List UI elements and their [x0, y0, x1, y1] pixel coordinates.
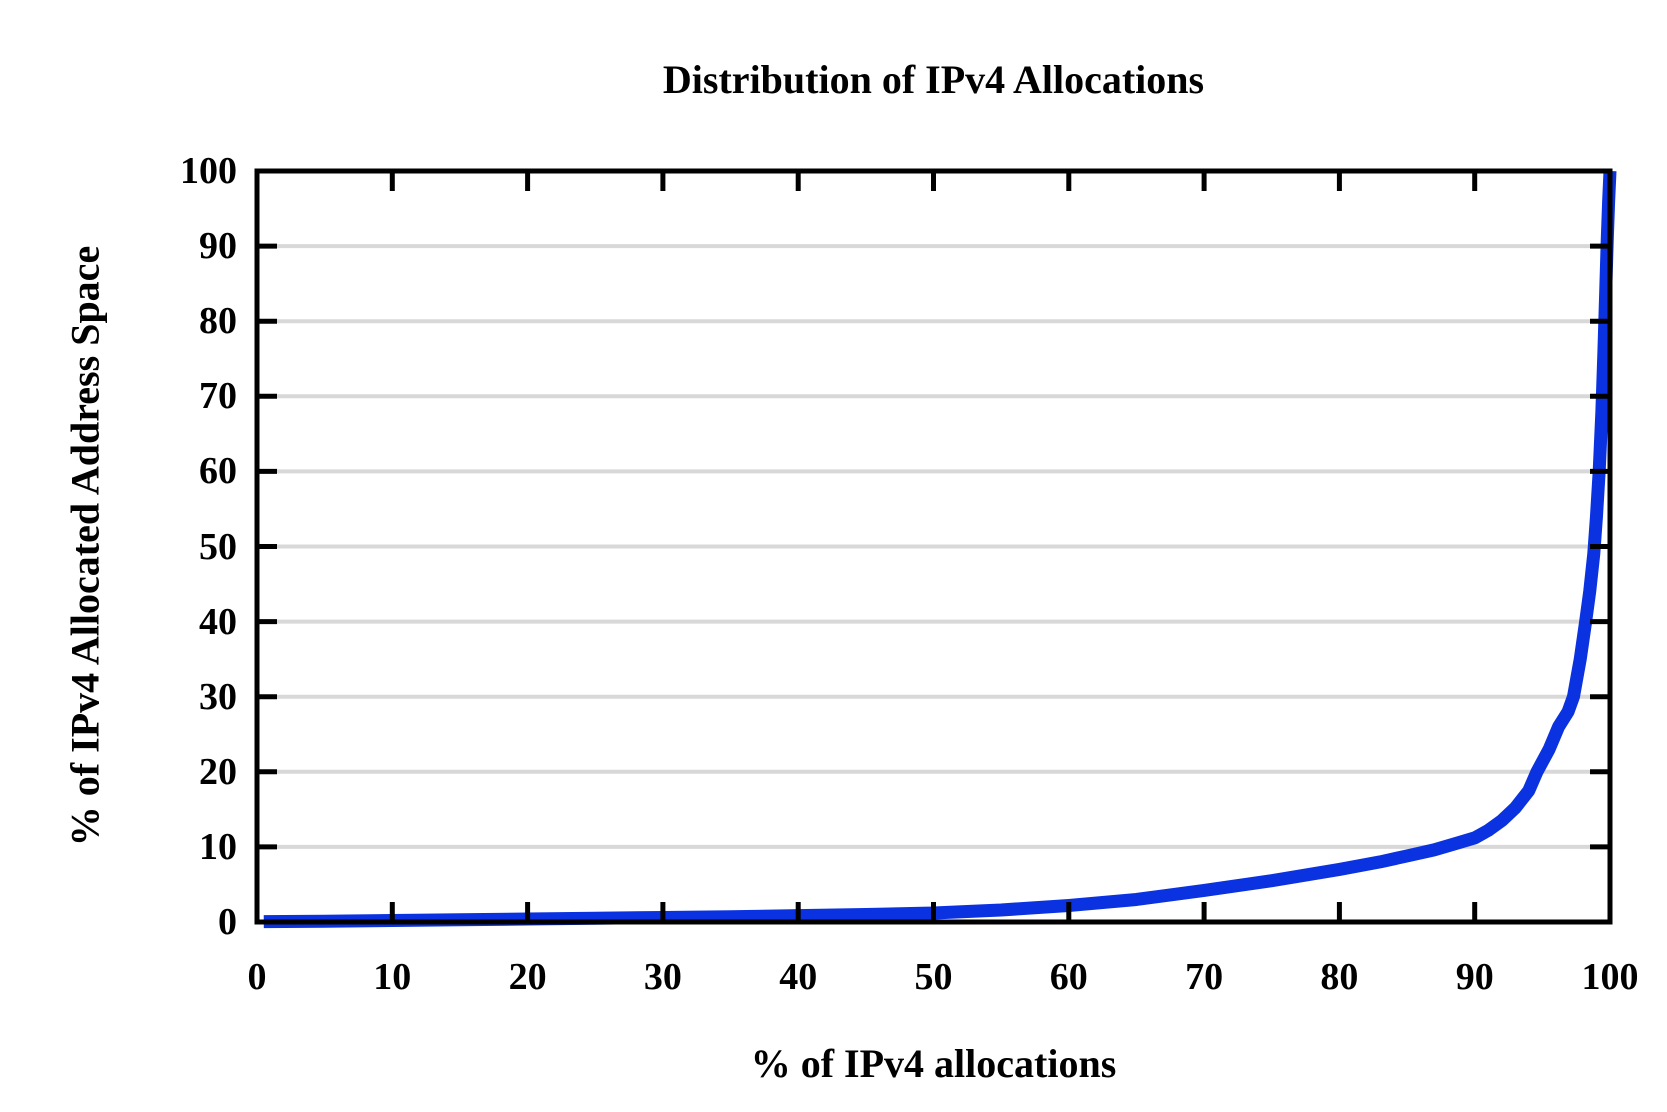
x-tick-label-70: 70 — [1185, 956, 1224, 998]
y-tick-label-90: 90 — [199, 225, 237, 268]
x-tick-label-30: 30 — [643, 956, 682, 998]
y-tick-label-70: 70 — [199, 375, 237, 418]
data-series — [263, 170, 1617, 929]
y-tick-label-20: 20 — [199, 750, 237, 793]
x-tick-label-0: 0 — [247, 956, 267, 998]
gridlines — [257, 244, 1610, 849]
y-tick-label-30: 30 — [199, 675, 237, 718]
x-tick-label-90: 90 — [1455, 956, 1494, 998]
x-tick-label-80: 80 — [1320, 956, 1359, 998]
y-tick-label-0: 0 — [218, 901, 237, 943]
x-tick-label-40: 40 — [779, 956, 818, 998]
y-tick-label-60: 60 — [199, 450, 237, 493]
y-tick-label-40: 40 — [199, 600, 237, 643]
axes-and-ticks — [254, 168, 1613, 925]
chart-title: Distribution of IPv4 Allocations — [662, 57, 1205, 102]
x-tick-label-50: 50 — [914, 956, 953, 998]
x-tick-label-60: 60 — [1049, 956, 1088, 998]
y-tick-label-10: 10 — [199, 825, 237, 868]
x-tick-label-20: 20 — [508, 956, 547, 998]
x-tick-label-100: 100 — [1581, 956, 1639, 998]
y-tick-label-50: 50 — [199, 525, 237, 568]
x-tick-label-10: 10 — [373, 956, 412, 998]
y-tick-label-80: 80 — [199, 300, 237, 343]
x-axis-label: % of IPv4 allocations — [750, 1041, 1117, 1086]
y-tick-label-100: 100 — [180, 150, 237, 192]
